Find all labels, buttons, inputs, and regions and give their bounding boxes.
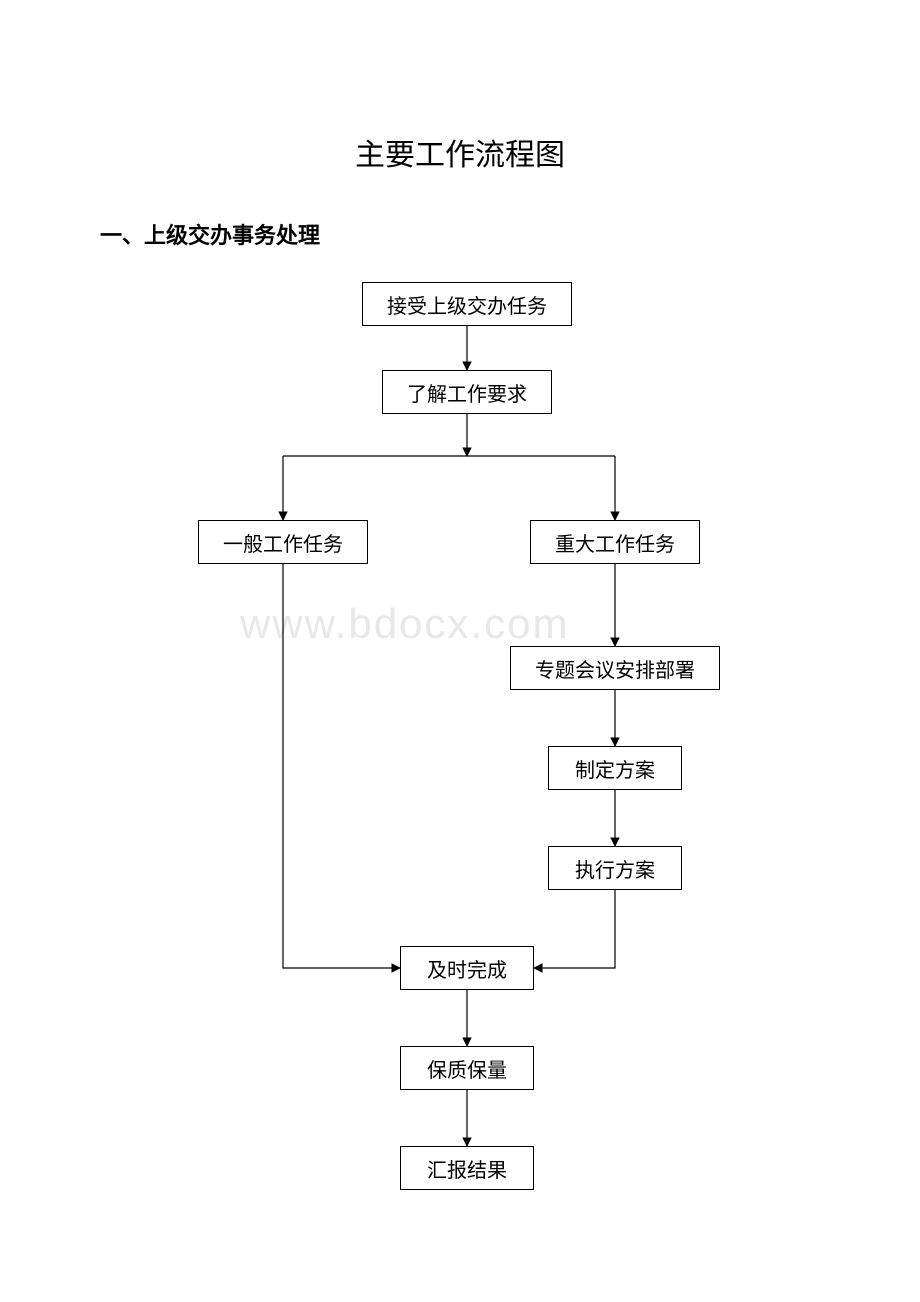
flow-node-n10: 汇报结果 [400, 1146, 534, 1190]
flow-node-n8: 及时完成 [400, 946, 534, 990]
flow-node-n1: 接受上级交办任务 [362, 282, 572, 326]
watermark: www.bdocx.com [240, 600, 569, 648]
flow-node-n3: 一般工作任务 [198, 520, 368, 564]
flow-node-n6: 制定方案 [548, 746, 682, 790]
page-title: 主要工作流程图 [0, 130, 920, 174]
flow-node-n2: 了解工作要求 [382, 370, 552, 414]
flow-node-n7: 执行方案 [548, 846, 682, 890]
flowchart-edges [0, 0, 920, 1302]
flow-node-n4: 重大工作任务 [530, 520, 700, 564]
flow-node-n9: 保质保量 [400, 1046, 534, 1090]
section-heading: 一、上级交办事务处理 [100, 218, 320, 250]
flow-node-n5: 专题会议安排部署 [510, 646, 720, 690]
